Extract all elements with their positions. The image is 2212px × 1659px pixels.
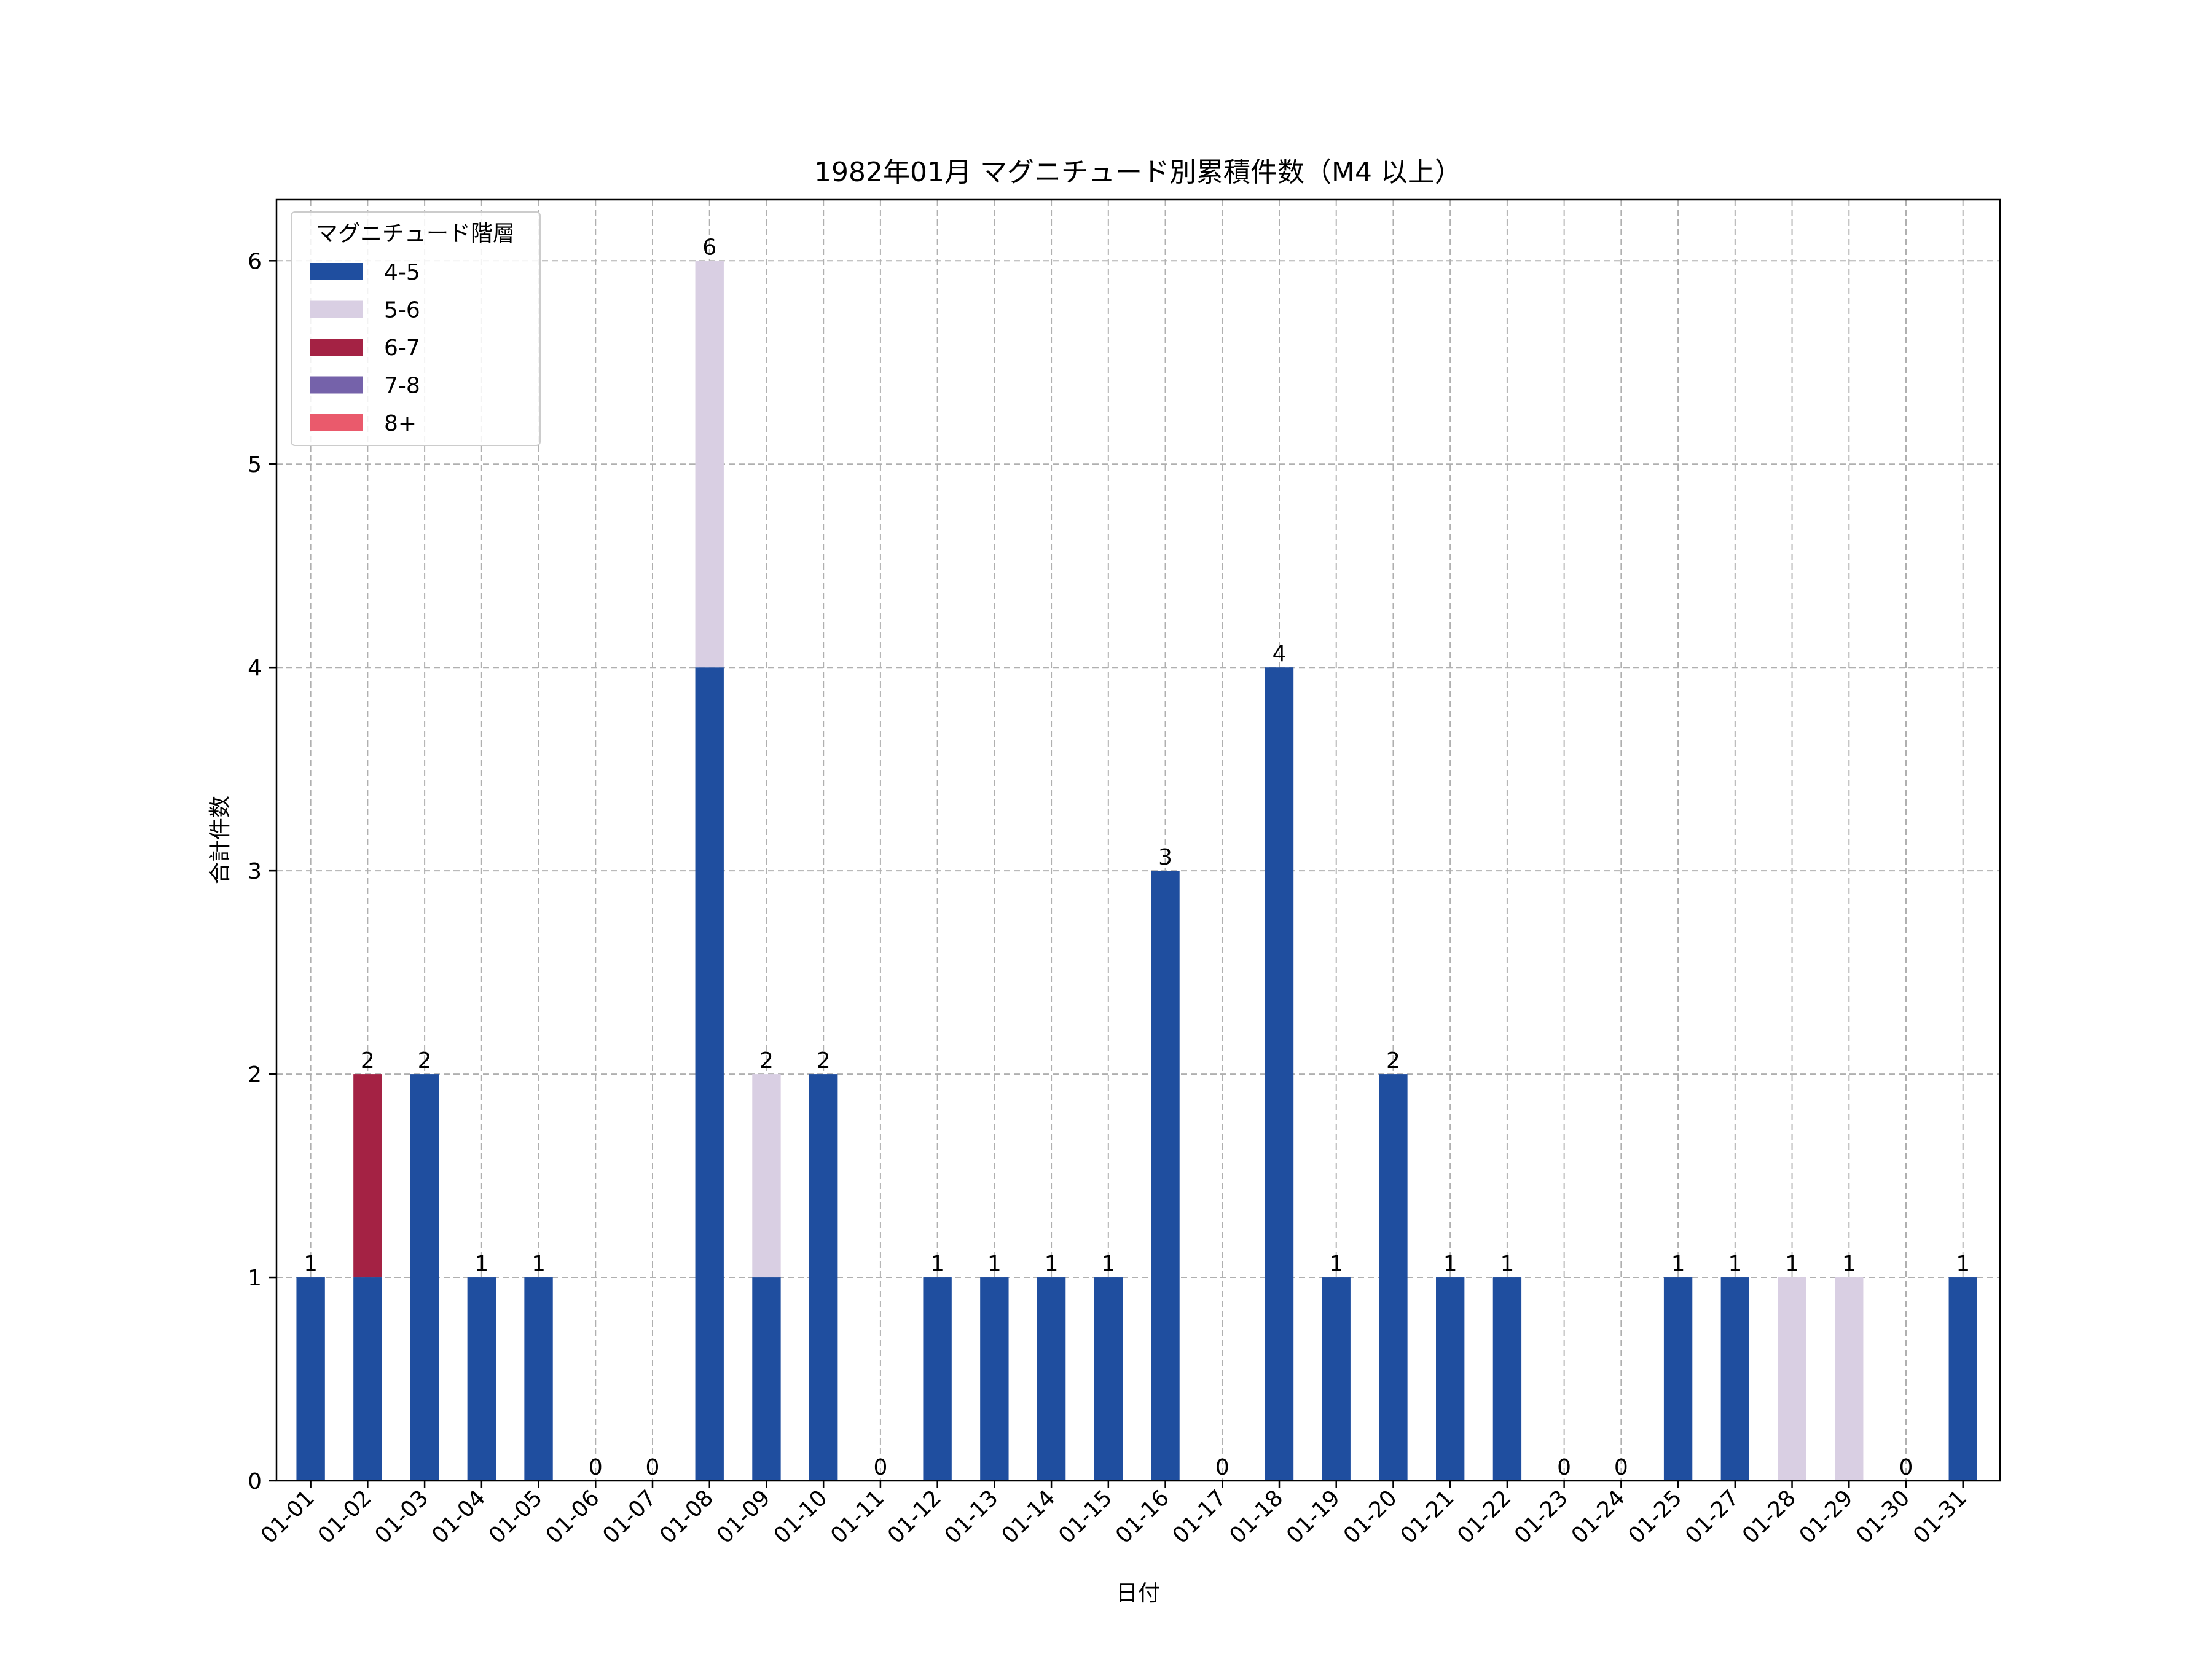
- y-tick-label: 5: [248, 452, 262, 477]
- bar-total-label: 1: [1101, 1252, 1115, 1277]
- bar-total-label: 3: [1158, 845, 1172, 870]
- legend-box: [291, 211, 541, 446]
- bar-segment-4-5: [524, 1277, 553, 1481]
- legend-label: 5-6: [384, 298, 420, 323]
- bar-total-label: 1: [1728, 1252, 1742, 1277]
- bar-total-label: 2: [361, 1048, 375, 1073]
- legend-swatch: [310, 263, 363, 280]
- bar-total-label: 1: [987, 1252, 1002, 1277]
- bar-segment-5-6: [1778, 1277, 1806, 1481]
- y-tick-label: 0: [248, 1469, 262, 1494]
- bar-total-label: 1: [1443, 1252, 1457, 1277]
- bar-total-label: 0: [1215, 1455, 1230, 1480]
- bar-segment-5-6: [695, 261, 724, 668]
- y-tick-label: 2: [248, 1062, 262, 1088]
- bar-segment-4-5: [980, 1277, 1009, 1481]
- legend-label: 7-8: [384, 374, 420, 399]
- bar-segment-4-5: [1037, 1277, 1066, 1481]
- bar-segment-4-5: [1322, 1277, 1351, 1481]
- bar-total-label: 4: [1273, 641, 1287, 667]
- legend-swatch: [310, 376, 363, 394]
- bar-segment-4-5: [809, 1074, 838, 1481]
- x-axis-label: 日付: [1116, 1581, 1160, 1606]
- bar-total-label: 1: [1842, 1252, 1856, 1277]
- bar-total-label: 2: [759, 1048, 774, 1073]
- chart-title: 1982年01月 マグニチュード別累積件数（M4 以上）: [814, 157, 1462, 188]
- bar-total-label: 1: [1956, 1252, 1970, 1277]
- y-tick-label: 6: [248, 249, 262, 274]
- bar-segment-4-5: [923, 1277, 952, 1481]
- bar-segment-5-6: [1835, 1277, 1864, 1481]
- legend-swatch: [310, 300, 363, 318]
- bar-segment-4-5: [467, 1277, 496, 1481]
- bar-total-label: 0: [589, 1455, 603, 1480]
- plot-frame: [275, 198, 2001, 1482]
- bar-total-label: 1: [1671, 1252, 1685, 1277]
- y-tick-label: 3: [248, 859, 262, 884]
- bar-segment-4-5: [695, 667, 724, 1481]
- bar-segment-6-7: [353, 1074, 382, 1278]
- bar-segment-4-5: [1094, 1277, 1123, 1481]
- y-tick-label: 1: [248, 1266, 262, 1291]
- legend-swatch: [310, 414, 363, 431]
- bar-total-label: 1: [1045, 1252, 1059, 1277]
- legend-title: マグニチュード階層: [316, 221, 515, 246]
- bar-total-label: 1: [531, 1252, 546, 1277]
- bar-segment-4-5: [1151, 871, 1180, 1481]
- bar-segment-4-5: [1492, 1277, 1522, 1481]
- bar-segment-4-5: [1663, 1277, 1693, 1481]
- bar-total-label: 0: [873, 1455, 887, 1480]
- bar-segment-4-5: [353, 1277, 382, 1481]
- bar-total-label: 0: [1557, 1455, 1571, 1480]
- legend: マグニチュード階層 4-5 5-6 6-7 7-8 8+: [291, 211, 541, 446]
- bar-segment-4-5: [1379, 1074, 1408, 1481]
- bar-segment-4-5: [1948, 1277, 1977, 1481]
- bar-segment-4-5: [1436, 1277, 1465, 1481]
- bar-segment-4-5: [752, 1277, 781, 1481]
- bar-total-label: 6: [702, 235, 716, 260]
- bar-total-label: 1: [1500, 1252, 1514, 1277]
- bar-total-label: 1: [1785, 1252, 1799, 1277]
- data-labels: 1 2 2 1 1 0 0 6 2 2 0 1 1 1 1 3 0 4 1 2 1 1 0 0 1 1 1 1 0 1: [304, 235, 1970, 1480]
- bar-total-label: 1: [1329, 1252, 1343, 1277]
- bars: [296, 261, 1977, 1481]
- legend-label: 8+: [384, 411, 417, 436]
- legend-swatch: [310, 339, 363, 356]
- bar-segment-4-5: [296, 1277, 325, 1481]
- bar-total-label: 1: [930, 1252, 944, 1277]
- bar-total-label: 1: [474, 1252, 488, 1277]
- y-tick-label: 4: [248, 656, 262, 681]
- bar-total-label: 2: [817, 1048, 831, 1073]
- legend-label: 4-5: [384, 260, 420, 285]
- legend-label: 6-7: [384, 335, 420, 361]
- bar-total-label: 1: [304, 1252, 318, 1277]
- bar-total-label: 0: [1614, 1455, 1628, 1480]
- bar-segment-4-5: [1720, 1277, 1749, 1481]
- bar-total-label: 0: [646, 1455, 660, 1480]
- y-axis-label: 合計件数: [208, 796, 233, 884]
- bar-segment-4-5: [1265, 667, 1294, 1481]
- bar-segment-5-6: [752, 1074, 781, 1278]
- bar-total-label: 2: [1386, 1048, 1400, 1073]
- bar-total-label: 2: [418, 1048, 432, 1073]
- bar-total-label: 0: [1899, 1455, 1913, 1480]
- bar-segment-4-5: [410, 1074, 439, 1481]
